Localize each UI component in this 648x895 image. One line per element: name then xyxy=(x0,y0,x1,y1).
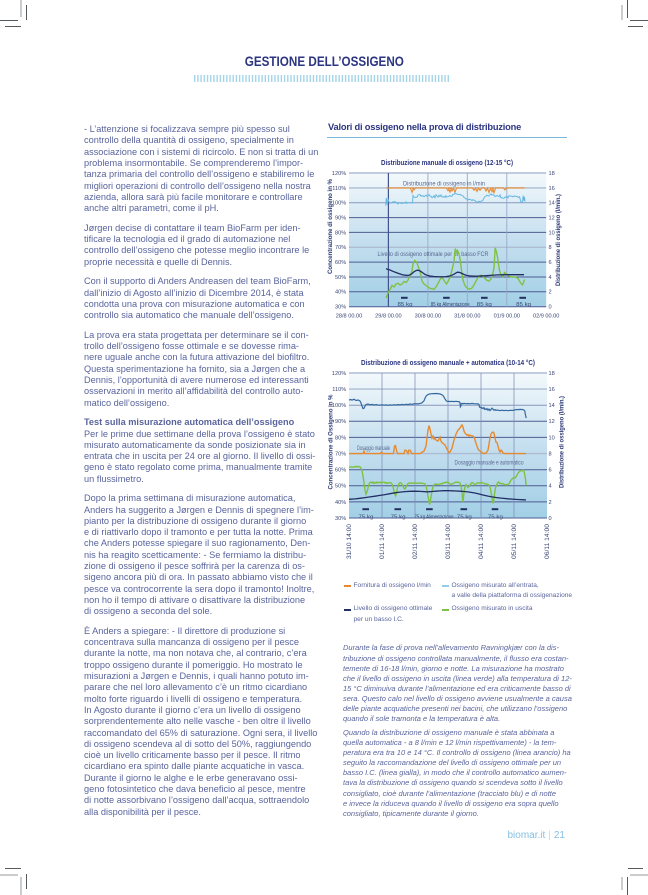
svg-text:75 kg Alimentazione: 75 kg Alimentazione xyxy=(415,514,454,520)
svg-text:70%: 70% xyxy=(335,245,346,251)
svg-text:04/11 14:00: 04/11 14:00 xyxy=(479,523,485,559)
svg-text:75 kg: 75 kg xyxy=(391,514,406,520)
svg-text:120%: 120% xyxy=(332,371,346,377)
svg-text:8: 8 xyxy=(549,245,552,251)
svg-text:05/11 14:00: 05/11 14:00 xyxy=(512,523,518,559)
svg-text:16: 16 xyxy=(549,186,555,192)
svg-text:30/8 00.00: 30/8 00.00 xyxy=(415,314,441,320)
svg-text:4: 4 xyxy=(549,275,552,281)
svg-text:100%: 100% xyxy=(332,403,346,409)
svg-text:50%: 50% xyxy=(335,484,346,490)
svg-text:31/10 14:00: 31/10 14:00 xyxy=(347,523,353,559)
svg-text:90%: 90% xyxy=(335,216,346,222)
svg-text:110%: 110% xyxy=(332,387,346,393)
svg-text:31/8 00.00: 31/8 00.00 xyxy=(454,314,480,320)
svg-text:110%: 110% xyxy=(332,186,346,192)
svg-text:75 kg: 75 kg xyxy=(457,514,472,520)
svg-text:01/11 14:00: 01/11 14:00 xyxy=(380,523,386,559)
svg-text:120%: 120% xyxy=(332,171,346,177)
svg-text:Distribuzione manuale di ossig: Distribuzione manuale di ossigeno (12-15… xyxy=(381,159,513,167)
svg-text:30%: 30% xyxy=(335,305,346,311)
svg-text:8: 8 xyxy=(549,452,552,458)
svg-text:30%: 30% xyxy=(335,516,346,522)
svg-text:80%: 80% xyxy=(335,230,346,236)
svg-text:85 kg: 85 kg xyxy=(477,302,492,308)
svg-text:50%: 50% xyxy=(335,275,346,281)
svg-text:100%: 100% xyxy=(332,201,346,207)
svg-text:14: 14 xyxy=(549,201,555,207)
svg-text:06/11 14:00: 06/11 14:00 xyxy=(545,523,551,559)
svg-text:Distribuzione di ossigeno (l/m: Distribuzione di ossigeno (l/min.) xyxy=(555,194,562,286)
svg-text:Dosaggio manuale: Dosaggio manuale xyxy=(357,445,390,452)
svg-text:02/9 00.00: 02/9 00.00 xyxy=(533,314,559,320)
svg-text:60%: 60% xyxy=(335,260,346,266)
svg-text:85 kg Alimentazione: 85 kg Alimentazione xyxy=(431,302,470,308)
svg-text:80%: 80% xyxy=(335,435,346,441)
svg-text:18: 18 xyxy=(549,171,555,177)
svg-text:Distribuzione di ossigeno (l/m: Distribuzione di ossigeno (l/min.) xyxy=(559,396,566,488)
svg-text:Distribuzione di ossigeno in l: Distribuzione di ossigeno in l/min xyxy=(403,181,485,188)
svg-text:2: 2 xyxy=(549,290,552,296)
svg-text:0: 0 xyxy=(549,516,552,522)
svg-text:75 kg: 75 kg xyxy=(358,514,373,520)
svg-text:0: 0 xyxy=(549,305,552,311)
svg-text:Concentrazione di Ossigeno in: Concentrazione di Ossigeno in % xyxy=(328,394,335,489)
svg-text:Livello di ossigeno ottimale p: Livello di ossigeno ottimale per un bass… xyxy=(378,251,489,258)
svg-text:28/8 00.00: 28/8 00.00 xyxy=(336,314,362,320)
svg-text:Dosaggio manuale e automatico: Dosaggio manuale e automatico xyxy=(455,460,524,467)
svg-text:6: 6 xyxy=(549,468,552,474)
svg-text:40%: 40% xyxy=(335,290,346,296)
svg-text:12: 12 xyxy=(549,216,555,222)
svg-text:4: 4 xyxy=(549,484,552,490)
svg-text:Concentrazione di ossigeno in: Concentrazione di ossigeno in % xyxy=(327,179,334,274)
svg-text:03/11 14:00: 03/11 14:00 xyxy=(446,523,452,559)
svg-text:16: 16 xyxy=(549,387,555,393)
svg-text:70%: 70% xyxy=(335,452,346,458)
svg-text:01/9 00.00: 01/9 00.00 xyxy=(494,314,520,320)
svg-text:02/11 14:00: 02/11 14:00 xyxy=(413,523,419,559)
svg-text:90%: 90% xyxy=(335,419,346,425)
svg-text:18: 18 xyxy=(549,371,555,377)
svg-text:6: 6 xyxy=(549,260,552,266)
svg-text:40%: 40% xyxy=(335,500,346,506)
svg-text:14: 14 xyxy=(549,403,555,409)
svg-text:10: 10 xyxy=(549,230,555,236)
svg-text:12: 12 xyxy=(549,419,555,425)
svg-text:2: 2 xyxy=(549,500,552,506)
svg-text:75 kg: 75 kg xyxy=(488,514,503,520)
svg-text:10: 10 xyxy=(549,435,555,441)
svg-text:29/8 00.00: 29/8 00.00 xyxy=(375,314,401,320)
svg-text:85 kg: 85 kg xyxy=(398,302,413,308)
svg-text:60%: 60% xyxy=(335,468,346,474)
svg-text:85 kg: 85 kg xyxy=(516,302,531,308)
svg-text:Distribuzione di ossigeno manu: Distribuzione di ossigeno manuale + auto… xyxy=(361,359,535,367)
